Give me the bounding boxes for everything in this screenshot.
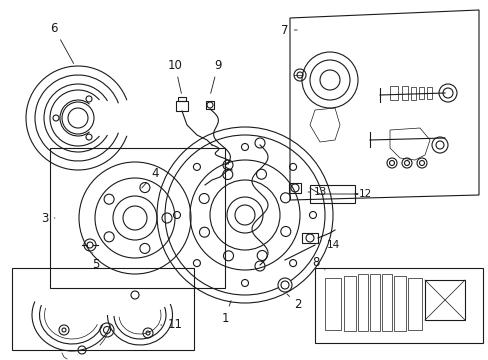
Bar bbox=[393, 276, 405, 331]
Bar bbox=[205, 101, 214, 109]
Bar bbox=[178, 97, 185, 101]
Text: 8: 8 bbox=[312, 256, 325, 270]
Bar bbox=[12, 268, 194, 350]
Text: 1: 1 bbox=[221, 301, 231, 324]
Bar bbox=[357, 274, 367, 331]
Text: 13: 13 bbox=[307, 187, 326, 197]
Bar bbox=[176, 101, 187, 111]
Bar bbox=[369, 274, 379, 331]
Text: 4: 4 bbox=[142, 166, 159, 188]
Text: 12: 12 bbox=[358, 189, 371, 199]
Text: 14: 14 bbox=[320, 240, 339, 250]
Bar bbox=[302, 233, 317, 243]
Bar bbox=[401, 86, 407, 100]
Bar bbox=[50, 148, 224, 288]
Bar bbox=[418, 87, 423, 99]
Text: 7: 7 bbox=[281, 23, 297, 36]
Bar bbox=[343, 276, 355, 331]
Bar bbox=[309, 185, 354, 203]
Bar bbox=[288, 183, 301, 193]
Bar bbox=[381, 274, 391, 331]
Text: 5: 5 bbox=[92, 253, 100, 271]
Bar bbox=[410, 87, 415, 100]
Text: 2: 2 bbox=[286, 294, 301, 311]
Bar bbox=[424, 280, 464, 320]
Text: 9: 9 bbox=[210, 59, 221, 93]
Text: 3: 3 bbox=[41, 212, 55, 225]
Bar bbox=[389, 86, 397, 100]
Bar bbox=[426, 87, 431, 99]
Circle shape bbox=[278, 278, 291, 292]
Text: 10: 10 bbox=[167, 59, 182, 93]
Text: 6: 6 bbox=[50, 22, 74, 64]
Bar bbox=[407, 278, 421, 330]
Text: 11: 11 bbox=[161, 319, 182, 332]
Bar bbox=[325, 278, 340, 330]
Bar bbox=[314, 268, 482, 343]
